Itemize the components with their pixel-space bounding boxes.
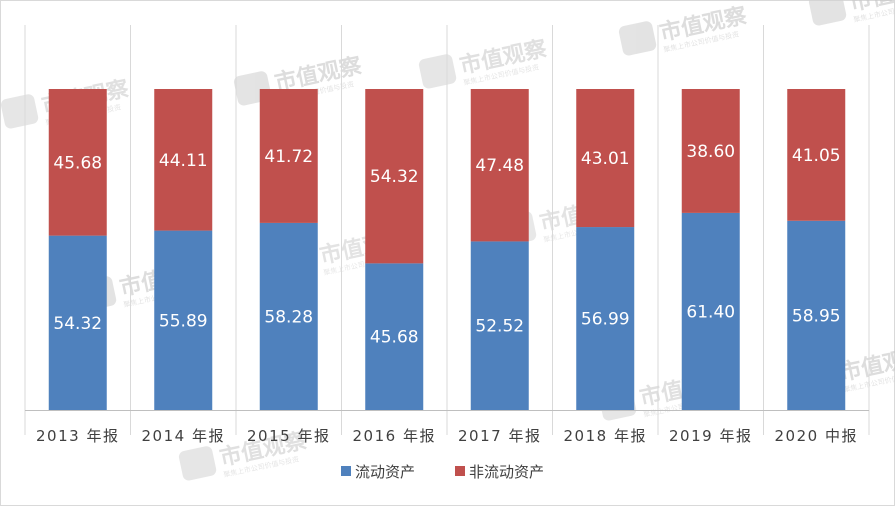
legend-swatch-current-assets bbox=[341, 466, 351, 476]
bar-non-current-assets bbox=[787, 89, 846, 221]
legend: 流动资产 非流动资产 bbox=[341, 463, 544, 481]
bar-non-current-assets bbox=[154, 89, 213, 231]
bar-non-current-assets bbox=[48, 89, 107, 236]
x-tick-label: 2019 年报 bbox=[669, 427, 752, 445]
data-label: 45.68 bbox=[53, 153, 102, 173]
x-axis-tick-labels: 2013 年报 2014 年报 2015 年报 2016 年报 2017 年报 2018 … bbox=[36, 427, 858, 445]
x-tick-label: 2016 年报 bbox=[353, 427, 436, 445]
legend-label-current-assets: 流动资产 bbox=[355, 463, 415, 481]
data-label: 54.32 bbox=[370, 167, 419, 187]
data-label: 41.05 bbox=[792, 146, 841, 166]
legend-swatch-non-current-assets bbox=[455, 466, 465, 476]
data-label: 58.95 bbox=[792, 306, 841, 326]
data-label: 45.68 bbox=[370, 328, 419, 348]
data-label: 41.72 bbox=[264, 147, 313, 167]
bar-current-assets bbox=[470, 241, 529, 410]
bar-current-assets bbox=[576, 227, 635, 410]
bar-current-assets bbox=[154, 230, 213, 410]
data-label: 38.60 bbox=[686, 142, 735, 162]
data-label: 56.99 bbox=[581, 310, 630, 330]
data-labels: 54.32 45.68 55.89 44.11 58.28 41.72 45.68 54.32… bbox=[53, 142, 840, 348]
x-tick-label: 2020 中报 bbox=[775, 427, 858, 445]
x-tick-label: 2014 年报 bbox=[142, 427, 225, 445]
data-label: 52.52 bbox=[475, 317, 524, 337]
bar-non-current-assets bbox=[681, 89, 740, 213]
data-label: 55.89 bbox=[159, 311, 208, 331]
data-label: 47.48 bbox=[475, 156, 524, 176]
bar-current-assets bbox=[48, 235, 107, 410]
data-label: 54.32 bbox=[53, 314, 102, 334]
bar-non-current-assets bbox=[470, 89, 529, 242]
bars bbox=[48, 89, 846, 410]
bar-current-assets bbox=[259, 222, 318, 410]
bar-current-assets bbox=[681, 212, 740, 410]
gridlines bbox=[24, 25, 870, 435]
x-tick-label: 2015 年报 bbox=[247, 427, 330, 445]
data-label: 61.40 bbox=[686, 302, 735, 322]
bar-non-current-assets bbox=[259, 89, 318, 223]
data-label: 43.01 bbox=[581, 149, 630, 169]
x-tick-label: 2018 年报 bbox=[564, 427, 647, 445]
legend-label-non-current-assets: 非流动资产 bbox=[469, 463, 544, 481]
data-label: 58.28 bbox=[264, 307, 313, 327]
data-label: 44.11 bbox=[159, 151, 208, 171]
bar-current-assets bbox=[365, 263, 424, 410]
x-tick-label: 2013 年报 bbox=[36, 427, 119, 445]
bar-non-current-assets bbox=[365, 89, 424, 264]
bar-non-current-assets bbox=[576, 89, 635, 228]
x-tick-label: 2017 年报 bbox=[458, 427, 541, 445]
bar-current-assets bbox=[787, 220, 846, 410]
